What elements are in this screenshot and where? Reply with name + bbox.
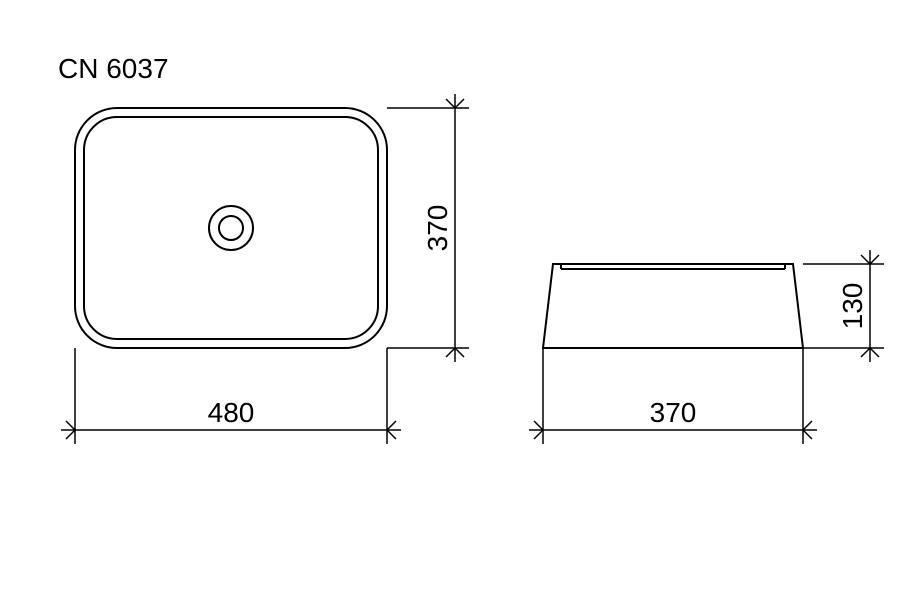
drain-outer: [209, 206, 253, 250]
dimension-side-height: 130: [837, 283, 868, 330]
top-view-outer: [75, 108, 387, 348]
dimension-top-width: 480: [208, 397, 255, 428]
model-title: CN 6037: [58, 53, 169, 84]
drain-inner: [219, 216, 243, 240]
side-view-outline: [543, 264, 803, 348]
dimension-side-width: 370: [650, 397, 697, 428]
top-view-inner: [84, 117, 378, 339]
dimension-top-height: 370: [422, 205, 453, 252]
